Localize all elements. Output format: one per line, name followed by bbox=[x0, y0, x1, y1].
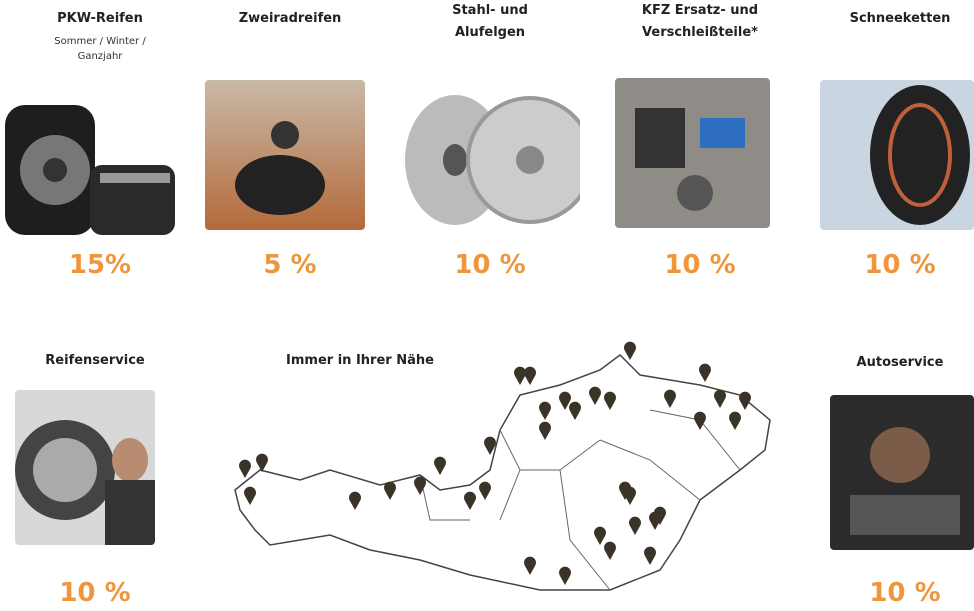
page: PKW-Reifen Sommer / Winter / Ganzjahr Zw… bbox=[0, 0, 974, 611]
location-pin bbox=[434, 457, 446, 475]
location-pin bbox=[699, 364, 711, 382]
location-pin bbox=[256, 454, 268, 472]
location-pin bbox=[514, 367, 526, 385]
car-service-image bbox=[830, 395, 974, 550]
austria-map bbox=[0, 0, 974, 611]
location-pin bbox=[624, 342, 636, 360]
discount: 10 % bbox=[835, 578, 974, 608]
service-title: Autoservice bbox=[830, 352, 970, 374]
location-pin bbox=[239, 460, 251, 478]
location-pin bbox=[524, 367, 536, 385]
